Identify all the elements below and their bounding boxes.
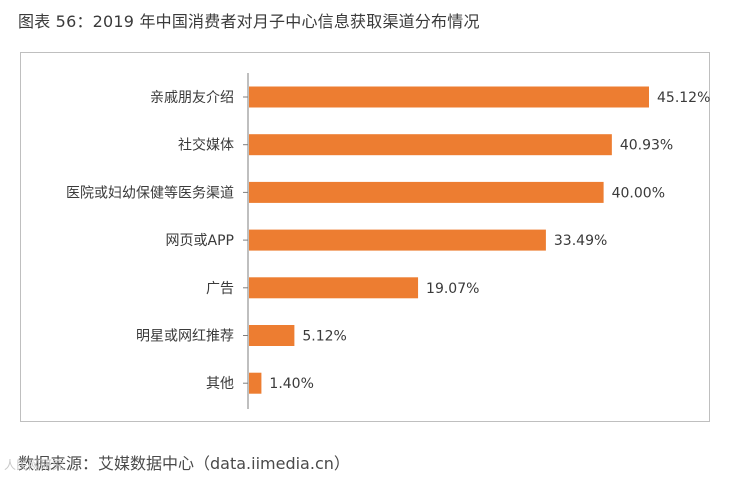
bar (249, 325, 295, 346)
bar (249, 277, 419, 299)
value-label: 40.00% (612, 185, 665, 201)
value-label: 33.49% (554, 233, 607, 249)
category-label: 亲戚朋友介绍 (150, 90, 234, 106)
category-label: 社交媒体 (178, 137, 234, 154)
chart-title: 图表 56：2019 年中国消费者对月子中心信息获取渠道分布情况 (18, 12, 480, 31)
bar (249, 372, 262, 394)
category-label: 医院或妇幼保健等医务渠道 (66, 184, 234, 201)
value-label: 5.12% (302, 329, 346, 345)
bar (249, 229, 546, 251)
category-label: 明星或网红推荐 (136, 329, 234, 345)
bar-chart: 亲戚朋友介绍 45.12% 社交媒体 40.93% 医院或妇幼保健等医务渠道 40.00%… (66, 73, 710, 409)
bar (249, 181, 604, 203)
category-label: 其他 (206, 376, 234, 392)
value-label: 45.12% (657, 90, 710, 106)
value-label: 1.40% (269, 376, 313, 392)
value-label: 19.07% (426, 281, 479, 297)
bar (249, 134, 612, 156)
watermark: 人民网研究 (4, 458, 65, 472)
value-label: 40.93% (620, 138, 673, 154)
source-note: 数据来源：艾媒数据中心（data.iimedia.cn） (18, 454, 350, 473)
category-label: 广告 (206, 281, 234, 297)
chart-frame: 亲戚朋友介绍 45.12% 社交媒体 40.93% 医院或妇幼保健等医务渠道 40.00%… (20, 52, 710, 422)
category-label: 网页或APP (166, 233, 234, 249)
bar (249, 86, 649, 108)
